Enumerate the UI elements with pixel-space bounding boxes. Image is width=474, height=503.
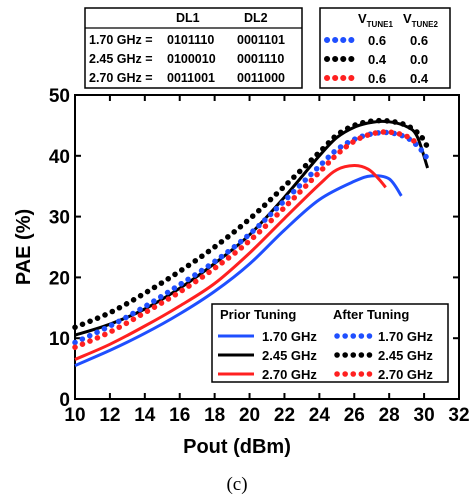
series-line-1-prior-tuning: [74, 174, 403, 367]
legend-frame: [211, 303, 449, 383]
y-tick-label: 10: [49, 329, 70, 350]
x-tick-label: 32: [448, 405, 469, 426]
y-tick-label: 0: [59, 390, 70, 411]
vtune2-header: VTUNE2: [403, 11, 438, 29]
legend-after-label: 2.70 GHz: [378, 367, 433, 382]
vtune2-value: 0.4: [410, 71, 429, 86]
plot-frame: [74, 94, 460, 400]
dl1-header: DL1: [176, 11, 200, 25]
dl-row-2-dl2: 0001110: [237, 52, 284, 66]
legend-after-label: 2.45 GHz: [378, 348, 433, 363]
x-tick-label: 26: [344, 405, 365, 426]
legend-prior-label: 2.70 GHz: [262, 367, 317, 382]
x-tick-label: 18: [204, 405, 225, 426]
dl-row-3-dl1: 0011001: [167, 71, 215, 85]
vtune1-value: 0.6: [368, 33, 386, 48]
dl-row-1-dl2: 0001101: [237, 33, 285, 47]
x-axis-title: Pout (dBm): [183, 436, 291, 458]
legend-header-after: After Tuning: [333, 307, 409, 322]
x-tick-label: 10: [64, 405, 85, 426]
y-tick-label: 20: [49, 268, 70, 289]
y-tick-label: 50: [49, 86, 70, 107]
dl-table-frame: [84, 7, 303, 89]
dl-settings-table: DL1 DL2 1.70 GHz = 0101110 0001101 2.45 …: [84, 7, 303, 89]
vtune-table: VTUNE1 VTUNE2 0.6 0.6 0.4 0.0 0.6 0.4: [319, 7, 451, 89]
vtune-table-frame: [319, 7, 451, 89]
legend-prior-label: 2.45 GHz: [262, 348, 317, 363]
x-tick-label: 24: [309, 405, 331, 426]
x-tick-label: 16: [169, 405, 190, 426]
dl-row-2-dl1: 0100010: [167, 52, 216, 66]
y-axis-title: PAE (%): [13, 209, 35, 285]
x-tick-label: 12: [99, 405, 120, 426]
series-line-3-prior-tuning: [74, 163, 387, 361]
vtune1-value: 0.6: [368, 71, 386, 86]
y-tick-label: 40: [49, 147, 70, 168]
panel-label: (c): [226, 474, 247, 495]
dl-row-2-freq: 2.45 GHz =: [89, 52, 153, 66]
legend: Prior Tuning After Tuning 1.70 GHz 1.70 G…: [211, 303, 449, 383]
legend-after-label: 1.70 GHz: [378, 329, 433, 344]
y-tick-label: 30: [49, 208, 70, 229]
vtune1-header: VTUNE1: [358, 11, 393, 29]
x-tick-label: 14: [134, 405, 156, 426]
dl-row-3-freq: 2.70 GHz =: [89, 71, 153, 85]
dl2-header: DL2: [244, 11, 268, 25]
vtune2-value: 0.0: [410, 52, 428, 67]
x-tick-label: 22: [274, 405, 295, 426]
series-line-5-after-tuning: [72, 117, 433, 331]
series-line-4-after-tuning: [72, 129, 431, 346]
x-tick-label: 28: [379, 405, 400, 426]
series-line-6-after-tuning: [72, 129, 422, 351]
dl-row-1-freq: 1.70 GHz =: [89, 33, 153, 47]
dl-row-1-dl1: 0101110: [167, 33, 214, 47]
vtune1-value: 0.4: [368, 52, 387, 67]
legend-header-prior: Prior Tuning: [220, 307, 296, 322]
x-tick-label: 20: [239, 405, 260, 426]
dl-row-3-dl2: 0011000: [237, 71, 285, 85]
vtune2-value: 0.6: [410, 33, 428, 48]
x-tick-label: 30: [414, 405, 435, 426]
legend-prior-label: 1.70 GHz: [262, 329, 317, 344]
